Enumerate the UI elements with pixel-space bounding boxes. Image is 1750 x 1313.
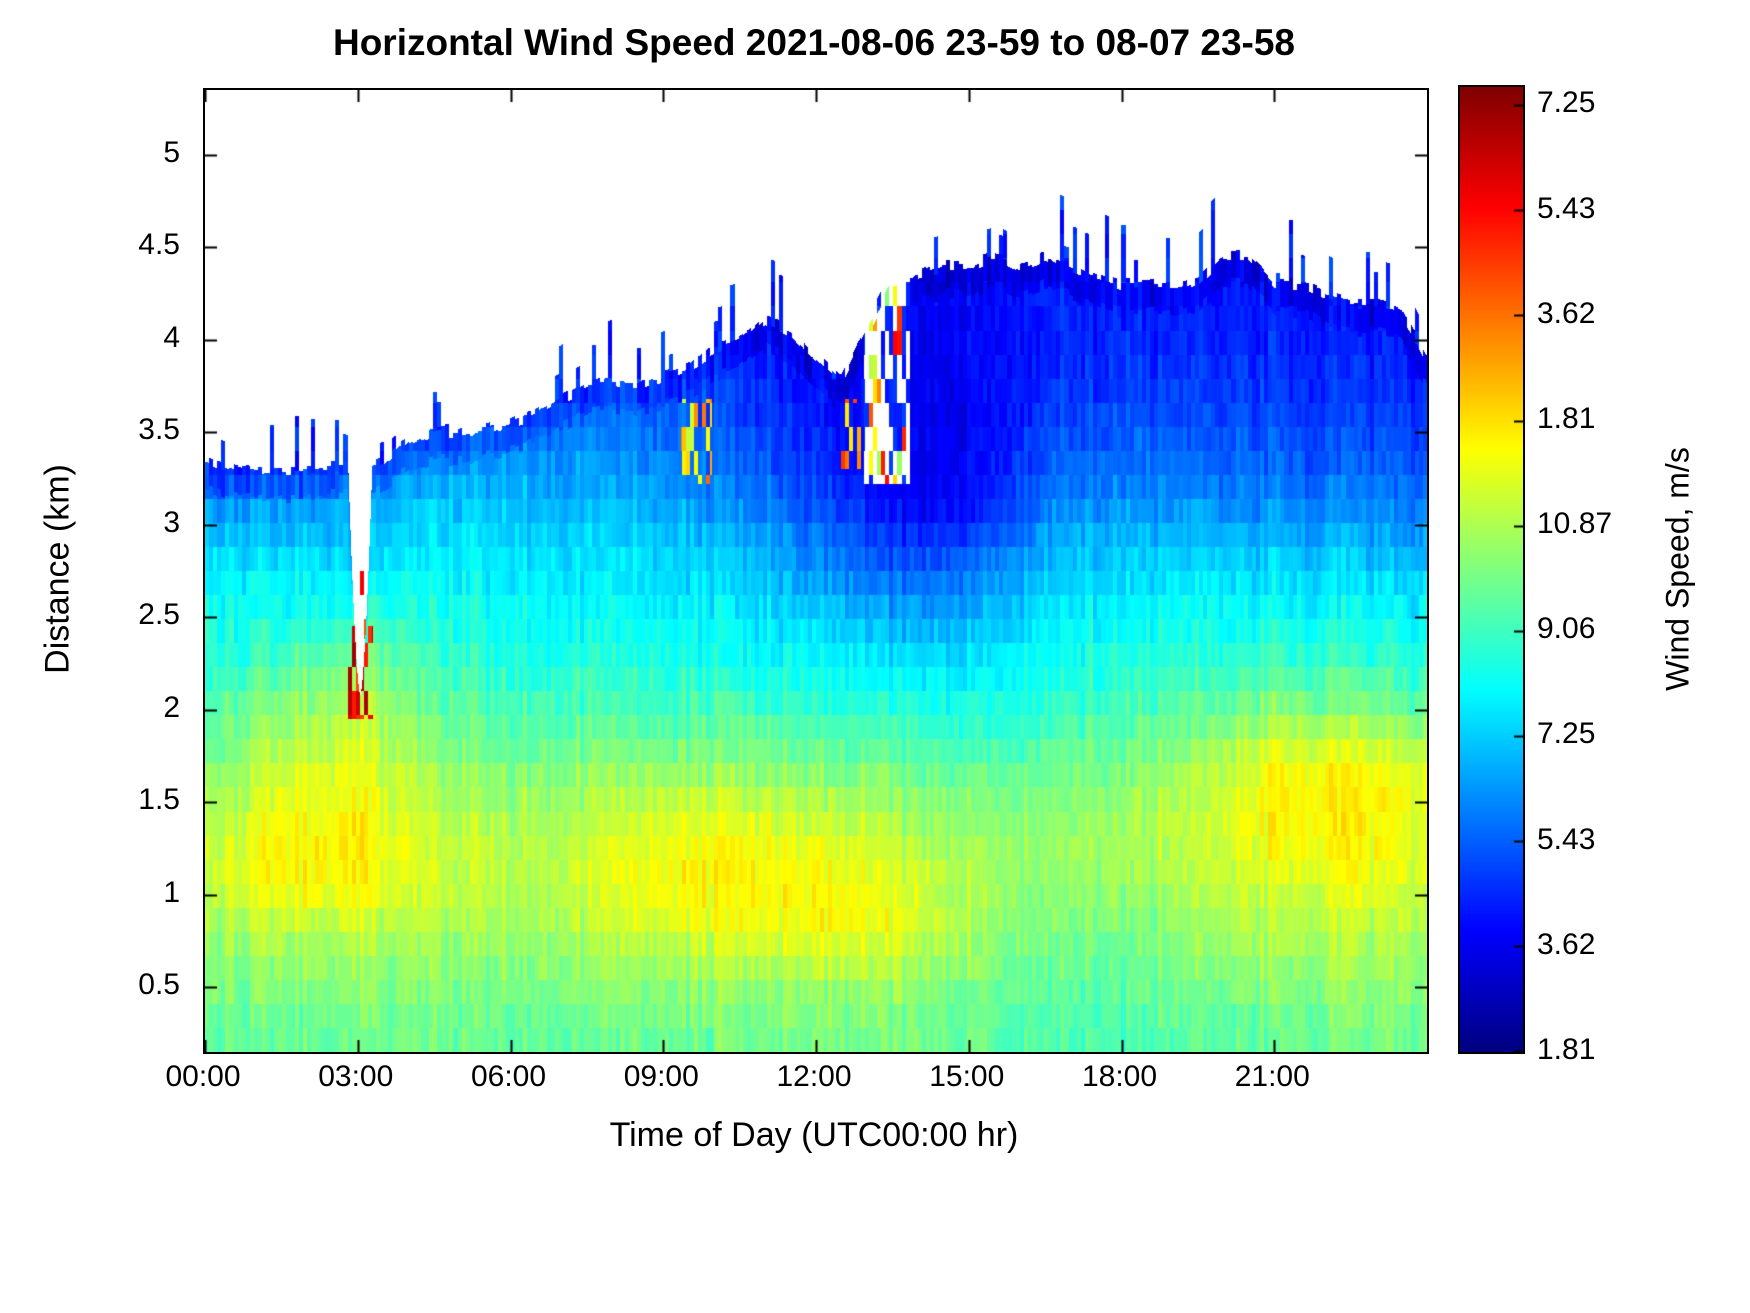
- y-tick-label: 2.5: [138, 598, 180, 632]
- colorbar-canvas: [1460, 87, 1523, 1052]
- x-tick-label: 06:00: [470, 1060, 547, 1093]
- y-tick-label: 2: [163, 690, 180, 724]
- heatmap-canvas: [205, 90, 1427, 1052]
- colorbar-tick-label: 5.43: [1537, 822, 1596, 856]
- y-tick-label: 4.5: [138, 228, 180, 262]
- y-tick-label: 5: [163, 135, 180, 169]
- colorbar-tick-label: 5.43: [1537, 191, 1596, 225]
- x-tick-label: 00:00: [165, 1060, 241, 1093]
- colorbar-tick-label: 1.81: [1537, 401, 1596, 435]
- x-tick-label: 18:00: [1081, 1060, 1158, 1093]
- colorbar: [1458, 85, 1525, 1054]
- plot-title: Horizontal Wind Speed 2021-08-06 23-59 t…: [332, 22, 1296, 63]
- x-tick-label: 21:00: [1234, 1060, 1310, 1093]
- colorbar-tick-label: 3.62: [1537, 296, 1596, 330]
- x-tick-label: 12:00: [776, 1060, 852, 1093]
- x-tick-label: 09:00: [623, 1060, 699, 1093]
- y-tick-label: 4: [163, 320, 180, 354]
- y-tick-label: 3: [163, 505, 180, 539]
- x-tick-label: 03:00: [318, 1060, 394, 1093]
- y-tick-label: 1: [163, 875, 180, 909]
- x-axis-title: Time of Day (UTC00:00 hr): [609, 1116, 1019, 1154]
- colorbar-tick-label: 10.87: [1537, 507, 1613, 541]
- colorbar-title: Wind Speed, m/s: [1659, 447, 1696, 691]
- colorbar-tick-label: 7.25: [1537, 86, 1596, 120]
- x-tick-label: 15:00: [929, 1060, 1005, 1093]
- colorbar-tick-label: 3.62: [1537, 927, 1596, 961]
- y-axis-title: Distance (km): [38, 464, 77, 674]
- colorbar-tick-label: 7.25: [1537, 717, 1596, 751]
- y-tick-label: 0.5: [138, 968, 180, 1002]
- heatmap-plot: [203, 88, 1429, 1054]
- colorbar-tick-label: 9.06: [1537, 612, 1596, 646]
- y-tick-label: 1.5: [138, 783, 180, 817]
- y-tick-label: 3.5: [138, 413, 180, 447]
- colorbar-tick-label: 1.81: [1537, 1033, 1596, 1066]
